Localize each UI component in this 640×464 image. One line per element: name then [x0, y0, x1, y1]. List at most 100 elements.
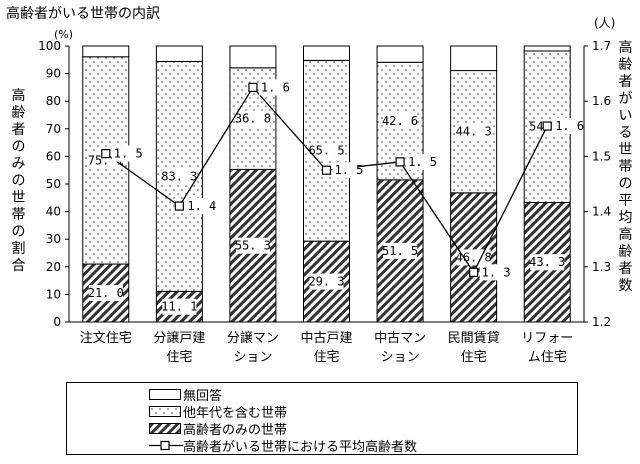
avg-marker	[395, 157, 405, 167]
y-right-tick-label: 1.5	[592, 149, 611, 163]
bar-segment	[229, 45, 277, 69]
avg-marker	[101, 149, 111, 159]
y-left-tick-label: 90	[46, 67, 61, 81]
label-elderly-only: 51. 5	[382, 244, 418, 258]
y-right-tick-label: 1.3	[592, 260, 611, 274]
bar-segment	[303, 45, 350, 61]
label-elderly-only-bg	[309, 273, 344, 290]
label-other: 42. 6	[382, 114, 418, 128]
y-right-tick-label: 1.2	[592, 315, 611, 329]
legend-label-avg: 高齢者がいる世帯における平均高齢者数	[183, 440, 418, 455]
label-elderly-only-bg	[88, 285, 123, 302]
label-other-bg	[309, 142, 344, 159]
y-left-tick-label: 20	[46, 260, 61, 274]
legend-item-avg: 高齢者がいる世帯における平均高齢者数	[149, 437, 418, 455]
y-right-tick-label: 1.6	[592, 94, 611, 108]
legend-item-other: 他年代を含む世帯	[149, 403, 288, 421]
avg-marker	[542, 121, 552, 131]
label-other-bg	[162, 168, 197, 185]
x-category-label: 分譲戸建	[153, 330, 205, 346]
avg-marker	[321, 165, 332, 175]
avg-label-bg	[406, 153, 433, 170]
y-left-tick-label: 40	[46, 205, 61, 219]
avg-marker	[469, 267, 479, 277]
x-category-label: 住宅	[313, 350, 339, 365]
right-axis-label: 高齢者がいる世帯の平均高齢者数	[618, 40, 633, 294]
avg-label: 1. 5	[114, 147, 143, 161]
label-other-bg	[235, 110, 270, 127]
legend-swatch-other	[149, 406, 181, 417]
chart-canvas: 0 10 20 30 40 50 60 70 80 90 100 1.2 1.3 1.4 1.5 1.6 1.7…	[38, 39, 611, 365]
chart-title: 高齢者がいる世帯の内訳	[6, 6, 160, 22]
avg-label: 1. 5	[408, 155, 437, 169]
legend-label-elderly-only: 高齢者のみの世帯	[183, 423, 288, 438]
x-category-label: 民間賃貸	[448, 330, 500, 346]
label-elderly-only: 29. 3	[308, 275, 344, 289]
y-left-tick-label: 100	[38, 39, 61, 53]
label-elderly-only-bg	[456, 249, 491, 266]
legend-label-other: 他年代を含む世帯	[183, 406, 288, 421]
label-elderly-only: 55. 3	[235, 239, 271, 253]
left-axis-label: 高齢者のみの世帯の割合	[11, 88, 26, 274]
right-axis-unit: (人)	[594, 16, 616, 30]
x-category-label: 住宅	[461, 350, 487, 365]
avg-label-bg	[479, 264, 506, 281]
x-category-label: 分譲マン	[227, 330, 279, 346]
avg-label-bg	[185, 198, 212, 215]
bar-segment	[523, 45, 571, 52]
x-category-label: リフォー	[521, 331, 573, 346]
y-left-tick-label: 60	[46, 149, 61, 163]
label-other-bg	[383, 113, 418, 130]
legend-item-none: 無回答	[149, 386, 223, 404]
avg-label-bg	[553, 118, 580, 135]
bar-segment	[82, 45, 130, 58]
avg-label: 1. 5	[335, 163, 364, 177]
label-other: 44. 3	[456, 125, 492, 139]
label-elderly-only-bg	[383, 242, 418, 259]
avg-label-bg	[258, 79, 285, 96]
bar-segment	[450, 45, 498, 72]
label-other: 36. 8	[235, 112, 271, 126]
label-elderly-only-bg	[162, 298, 197, 315]
y-left-tick-label: 0	[53, 315, 61, 329]
label-other: 83. 3	[161, 169, 197, 183]
x-category-label: 中古マン	[374, 331, 426, 346]
legend-item-elderly-only: 高齢者のみの世帯	[149, 420, 288, 438]
avg-label: 1. 6	[555, 119, 584, 133]
y-right-tick-label: 1.7	[592, 39, 611, 53]
label-other: 65. 5	[308, 144, 344, 158]
avg-label: 1. 4	[187, 199, 216, 213]
bar-segment	[376, 45, 424, 63]
y-left-tick-label: 30	[46, 232, 61, 246]
x-category-label: 注文住宅	[80, 331, 132, 346]
label-elderly-only: 43. 3	[529, 255, 565, 269]
label-elderly-only-bg	[530, 254, 565, 271]
x-category-label: ション	[381, 350, 420, 365]
label-other-bg	[456, 123, 491, 140]
avg-label-bg	[332, 162, 359, 179]
y-left-tick-label: 80	[46, 94, 61, 108]
y-right-tick-label: 1.4	[592, 205, 611, 219]
avg-marker	[174, 201, 184, 211]
legend: 無回答 他年代を含む世帯 高齢者のみの世帯 高齢者がいる世帯における平均高齢者数	[66, 382, 578, 455]
label-elderly-only: 21. 0	[88, 286, 124, 300]
legend-swatch-none	[149, 389, 181, 400]
x-category-label: 住宅	[166, 350, 192, 365]
y-left-tick-label: 50	[46, 177, 61, 191]
y-left-tick-label: 10	[46, 287, 61, 301]
x-category-label: 中古戸建	[300, 331, 352, 346]
avg-label-bg	[111, 145, 138, 162]
left-axis-unit: (%)	[54, 28, 74, 41]
avg-marker	[248, 82, 258, 93]
x-category-label: ム住宅	[528, 350, 567, 365]
bar-segment	[155, 45, 203, 62]
legend-label-none: 無回答	[183, 389, 223, 404]
label-elderly-only-bg	[235, 237, 270, 254]
legend-swatch-elderly-only	[149, 423, 181, 434]
x-category-label: ション	[233, 350, 272, 365]
y-left-tick-label: 70	[46, 122, 61, 136]
label-elderly-only: 11. 1	[161, 300, 197, 314]
avg-label: 1. 6	[261, 80, 290, 94]
legend-swatch-avg	[149, 440, 183, 451]
avg-label: 1. 3	[482, 265, 511, 279]
